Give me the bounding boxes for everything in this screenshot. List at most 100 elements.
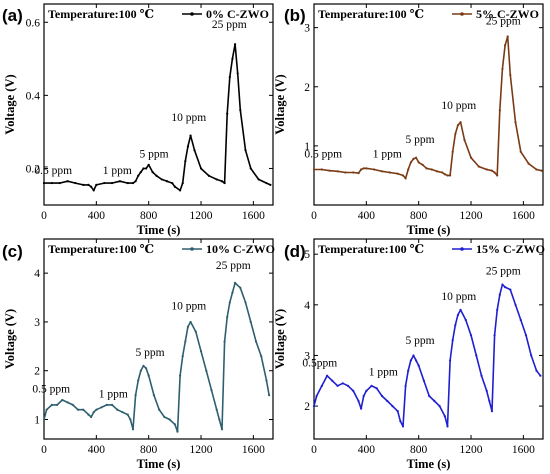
chart-panel-3: (c) 0 400 800 1200 1600 1 2 3 4 Time (s) Voltage (V… [2, 238, 275, 471]
data-point [459, 121, 462, 124]
data-point [184, 340, 187, 343]
data-point [249, 320, 252, 324]
data-point [451, 150, 454, 153]
data-point [173, 423, 176, 426]
x-tick-label: 1600 [512, 210, 535, 222]
data-point [365, 389, 368, 392]
data-point [357, 171, 360, 175]
data-point [331, 379, 334, 382]
data-point [155, 174, 158, 177]
data-point [184, 160, 187, 163]
data-point [524, 334, 528, 337]
data-point [506, 35, 509, 38]
concentration-label: 1 ppm [103, 165, 132, 177]
data-point [152, 393, 156, 397]
x-tick-label: 400 [358, 444, 376, 456]
data-point [50, 181, 53, 185]
data-point [142, 167, 145, 170]
x-tick-label: 1600 [512, 444, 535, 456]
data-point [218, 418, 221, 421]
data-point [328, 169, 331, 172]
legend: Temperature:100 ℃ 15% C-ZWO [318, 242, 545, 256]
concentration-label: 5 ppm [405, 134, 434, 146]
data-point [454, 323, 457, 327]
data-point [401, 174, 405, 177]
legend-series-name: 5% C-ZWO [476, 7, 539, 21]
data-point [116, 408, 119, 411]
plot-frame [313, 3, 544, 206]
data-point [456, 124, 460, 127]
data-point [160, 178, 163, 181]
data-point [501, 67, 504, 71]
data-point [404, 177, 407, 180]
concentration-label: 0.5ppm [302, 358, 337, 370]
legend-marker [460, 12, 464, 16]
data-point [428, 394, 431, 398]
data-point [380, 394, 384, 398]
data-point [189, 134, 192, 137]
data-point [92, 189, 95, 192]
data-point [365, 167, 368, 170]
panel-letter: (c) [2, 242, 23, 261]
data-point [236, 72, 239, 75]
y-tick-label: 2 [304, 401, 310, 413]
data-point [539, 374, 542, 377]
data-point [82, 183, 85, 186]
x-tick-label: 800 [140, 210, 158, 222]
data-point [493, 171, 496, 174]
concentration-label: 1 ppm [373, 149, 402, 161]
chart-panel-2: (b) 0 400 800 1200 1600 1 2 3 Time (s) Voltage (V)… [273, 3, 544, 237]
data-point [388, 171, 391, 174]
panel-letter: (a) [2, 6, 23, 25]
data-point [514, 121, 517, 124]
y-axis-title: Voltage (V) [3, 74, 17, 134]
series-line [44, 43, 271, 192]
data-point [147, 163, 150, 166]
data-point [105, 403, 108, 406]
data-point [239, 108, 242, 112]
legend-series-name: 0% C-ZWO [206, 7, 269, 21]
y-tick-label: 4 [34, 268, 40, 280]
y-tick-label: 0.4 [26, 90, 41, 102]
concentration-label: 25 ppm [216, 260, 251, 272]
plot-frame [43, 3, 274, 206]
data-point [336, 170, 339, 173]
data-point [193, 149, 196, 152]
data-point [320, 384, 323, 387]
data-point [265, 379, 268, 382]
data-point [61, 398, 64, 402]
data-point [448, 174, 452, 177]
data-point [407, 168, 410, 171]
legend-temperature: Temperature:100 ℃ [48, 242, 154, 256]
data-point [90, 415, 93, 419]
data-point [100, 406, 103, 409]
x-tick-label: 1200 [190, 444, 213, 456]
data-point [360, 407, 363, 410]
data-point [254, 340, 258, 343]
data-point [475, 354, 478, 357]
data-point [210, 389, 213, 392]
data-point [407, 369, 410, 372]
data-point [396, 172, 399, 175]
data-point [176, 430, 179, 433]
data-point [352, 389, 355, 392]
y-tick-label: 5 [304, 249, 310, 261]
data-point [45, 408, 48, 411]
data-point [417, 161, 420, 164]
data-point [454, 132, 457, 136]
data-point [336, 384, 339, 387]
y-tick-label: 3 [304, 350, 310, 362]
data-point [469, 334, 473, 337]
data-point [433, 399, 436, 403]
data-point [76, 408, 80, 411]
data-point [399, 420, 402, 423]
y-axis-title: Voltage (V) [273, 309, 287, 369]
data-point [346, 384, 350, 387]
data-point [409, 161, 412, 164]
x-axis-title: Time (s) [407, 223, 451, 237]
concentration-label: 0.5 ppm [304, 149, 342, 161]
y-axis-title: Voltage (V) [273, 74, 287, 134]
data-point [163, 415, 166, 419]
legend-temperature: Temperature:100 ℃ [48, 7, 154, 21]
data-point [496, 308, 499, 311]
